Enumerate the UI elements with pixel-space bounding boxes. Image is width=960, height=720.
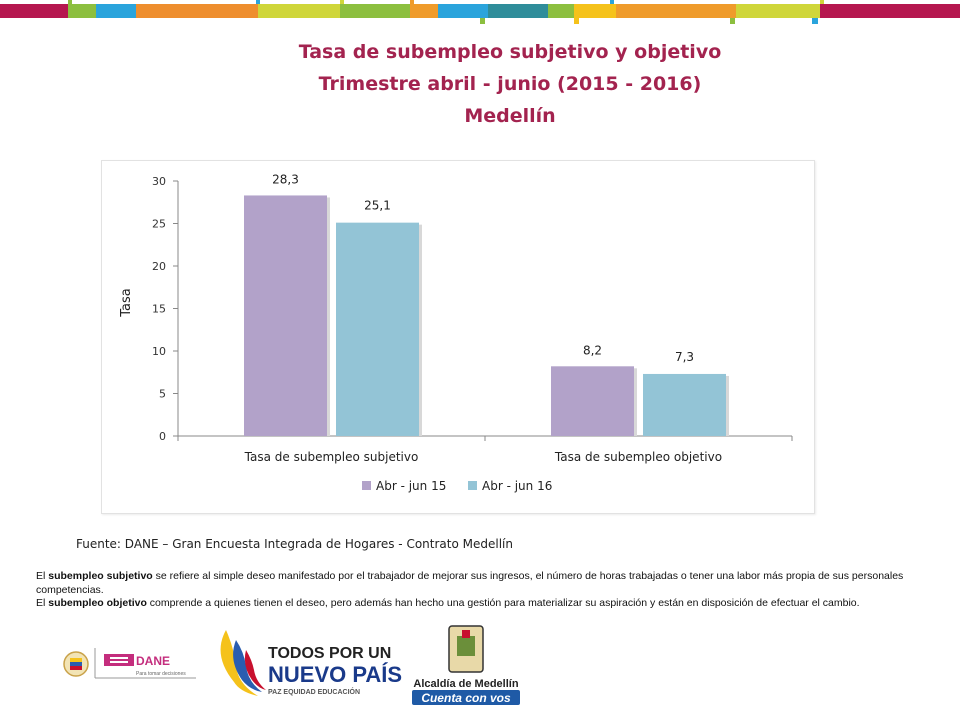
svg-text:Alcaldía de Medellín: Alcaldía de Medellín: [413, 678, 518, 690]
term-objective: subempleo objetivo: [48, 597, 147, 609]
definitions: El subempleo subjetivo se refiere al sim…: [36, 570, 936, 611]
svg-text:NUEVO PAÍS: NUEVO PAÍS: [268, 662, 402, 687]
source-note: Fuente: DANE – Gran Encuesta Integrada d…: [76, 537, 513, 551]
svg-text:Cuenta con vos: Cuenta con vos: [421, 691, 511, 705]
svg-text:TODOS POR UN: TODOS POR UN: [268, 645, 391, 662]
title-line-3: Medellín: [464, 105, 556, 127]
todos-por-un-nuevo-pais-logo: TODOS POR UN NUEVO PAÍS PAZ EQUIDAD EDUC…: [220, 630, 402, 696]
svg-text:PAZ EQUIDAD EDUCACIÓN: PAZ EQUIDAD EDUCACIÓN: [268, 687, 360, 696]
colombia-shield-logo: [63, 651, 89, 677]
definition-subjective: El subempleo subjetivo se refiere al sim…: [36, 570, 904, 596]
top-color-bar: [0, 0, 960, 24]
footer-logos: DANE Para tomar decisiones TODOS POR UN …: [63, 625, 520, 705]
svg-text:DANE: DANE: [136, 654, 170, 668]
dane-logo: DANE Para tomar decisiones: [104, 654, 186, 677]
title-line-2: Trimestre abril - junio (2015 - 2016): [318, 73, 702, 95]
term-subjective: subempleo subjetivo: [48, 570, 153, 582]
chart-area: [101, 160, 815, 514]
title-line-1: Tasa de subempleo subjetivo y objetivo: [298, 41, 722, 63]
definition-objective: El subempleo objetivo comprende a quiene…: [36, 597, 860, 609]
alcaldia-medellin-logo: Alcaldía de Medellín Cuenta con vos: [412, 625, 520, 705]
svg-text:Para tomar decisiones: Para tomar decisiones: [136, 671, 186, 677]
chart-title: Tasa de subempleo subjetivo y objetivo T…: [140, 36, 880, 132]
